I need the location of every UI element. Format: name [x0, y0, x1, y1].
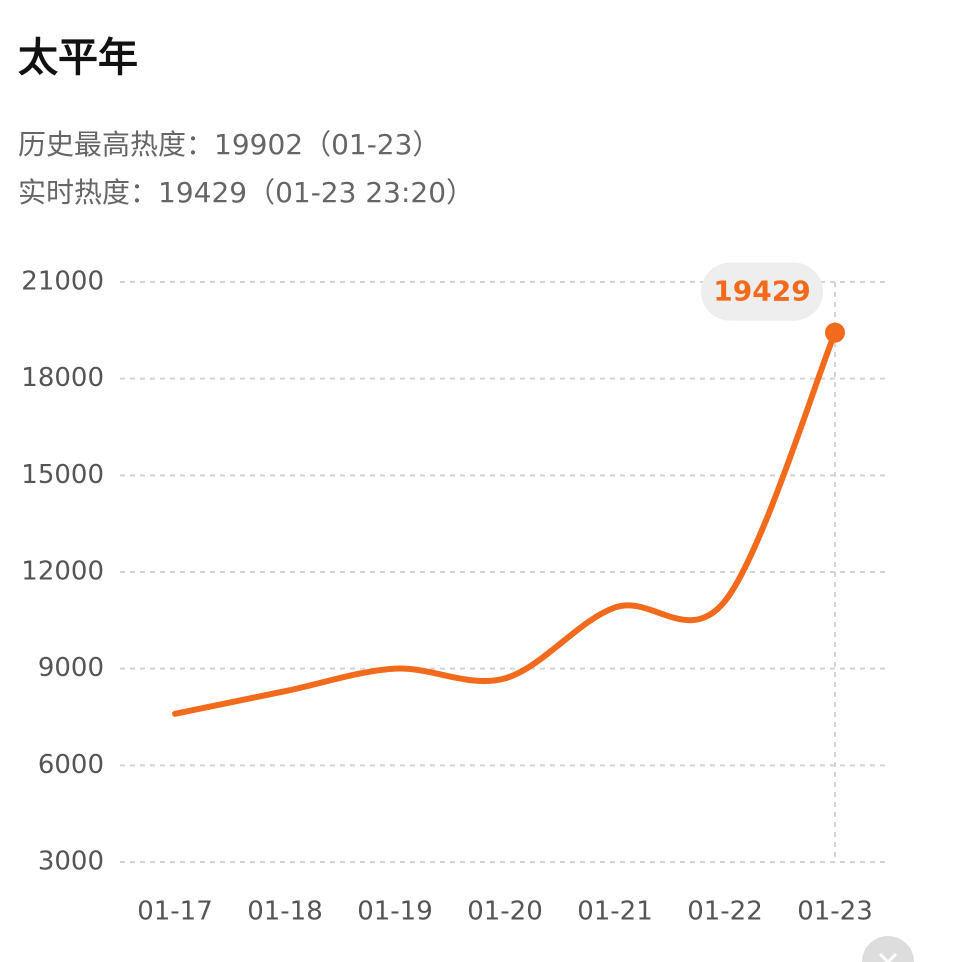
close-icon[interactable]	[878, 952, 898, 962]
x-tick-label: 01-19	[357, 897, 433, 927]
value-label: 19429	[713, 275, 810, 308]
x-tick-label: 01-21	[577, 897, 653, 927]
x-tick-label: 01-18	[247, 897, 323, 927]
close-circle[interactable]	[862, 936, 914, 962]
x-tick-label: 01-23	[797, 897, 873, 927]
chart-title: 太平年	[18, 35, 138, 81]
y-tick-label: 21000	[21, 267, 104, 297]
y-tick-label: 9000	[38, 653, 104, 683]
y-tick-label: 15000	[21, 460, 104, 490]
line	[172, 329, 838, 717]
close-button[interactable]	[862, 936, 914, 962]
y-tick-label: 18000	[21, 363, 104, 393]
value-badge	[701, 262, 823, 321]
subtitle: 实时热度：19429（01-23 23:20）	[18, 176, 474, 209]
subtitle: 历史最高热度：19902（01-23）	[18, 128, 440, 161]
x-tick-label: 01-22	[687, 897, 763, 927]
y-tick-label: 12000	[21, 557, 104, 587]
point	[825, 322, 845, 343]
x-tick-label: 01-17	[137, 897, 213, 927]
y-tick-label: 6000	[38, 750, 104, 780]
y-tick-label: 3000	[38, 847, 104, 877]
x-tick-label: 01-20	[467, 897, 543, 927]
